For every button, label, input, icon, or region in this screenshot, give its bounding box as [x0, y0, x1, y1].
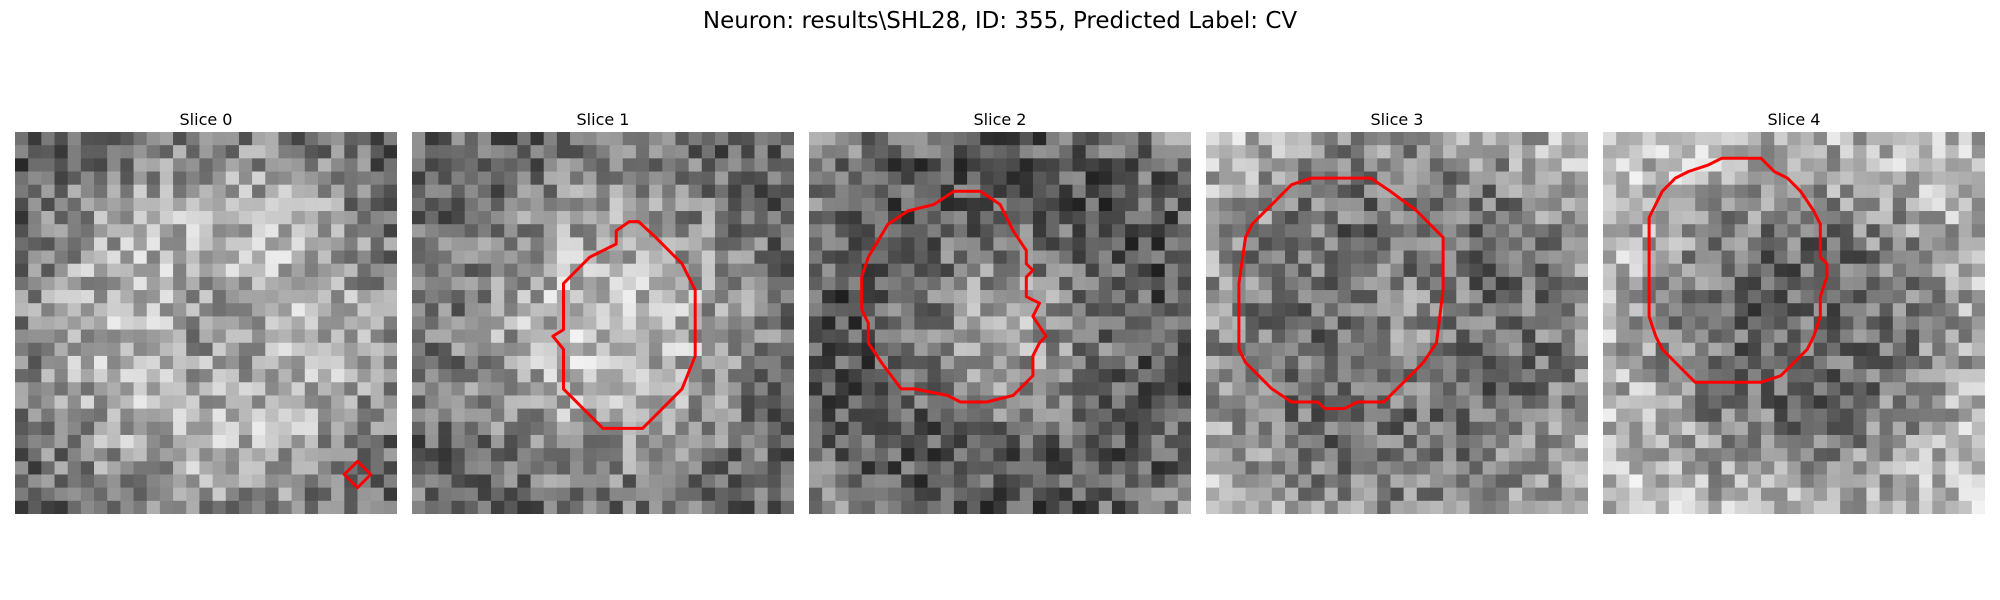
- slice-title: Slice 2: [973, 110, 1027, 129]
- slice-title: Slice 3: [1370, 110, 1424, 129]
- segmentation-contour: [1647, 156, 1829, 384]
- figure-title: Neuron: results\SHL28, ID: 355, Predicte…: [702, 8, 1298, 34]
- slice-panel-0: Slice 0: [15, 108, 397, 514]
- slice-panel-4: Slice 4: [1603, 108, 1985, 514]
- slice-image: [15, 132, 397, 514]
- slice-image: [1206, 132, 1588, 514]
- slice-panel-3: Slice 3: [1206, 108, 1588, 514]
- slice-title: Slice 0: [179, 110, 233, 129]
- segmentation-contour: [1237, 176, 1445, 411]
- slice-panel-1: Slice 1: [412, 108, 794, 514]
- slice-title: Slice 4: [1767, 110, 1821, 129]
- segmentation-contour: [860, 189, 1048, 404]
- segmentation-contour: [342, 459, 373, 490]
- slice-title: Slice 1: [576, 110, 630, 129]
- slice-image: [809, 132, 1191, 514]
- segmentation-contour: [551, 220, 697, 430]
- slice-image: [412, 132, 794, 514]
- slice-image: [1603, 132, 1985, 514]
- slice-panel-2: Slice 2: [809, 108, 1191, 514]
